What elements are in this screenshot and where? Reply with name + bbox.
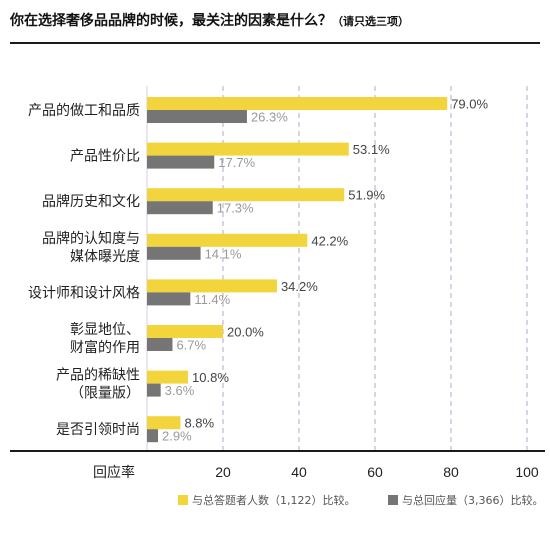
bar-respondents bbox=[147, 142, 349, 156]
bar-responses bbox=[147, 429, 159, 443]
category-labels: 产品的做工和品质产品性价比品牌历史和文化品牌的认知度与媒体曝光度设计师和设计风格… bbox=[28, 103, 140, 438]
value-label: 2.9% bbox=[162, 429, 192, 444]
value-label: 17.7% bbox=[218, 155, 255, 170]
value-label: 6.7% bbox=[176, 338, 206, 353]
value-labels: 79.0% 26.3% 53.1% 17.7% 51.9% 17.3% 42.2% 14.1%… bbox=[162, 97, 488, 444]
bar-responses bbox=[147, 201, 213, 215]
x-tick-label: 20 bbox=[215, 464, 231, 480]
legend-swatch-respondents bbox=[178, 495, 188, 505]
value-label: 51.9% bbox=[348, 188, 385, 203]
bar-respondents bbox=[147, 97, 448, 110]
category-label: 是否引领时尚 bbox=[56, 422, 140, 438]
bars bbox=[147, 97, 448, 443]
legend: 与总答题者人数（1,122）比较。 与总回应量（3,366）比较。 bbox=[178, 493, 544, 507]
value-label: 42.2% bbox=[311, 233, 348, 248]
value-label: 17.3% bbox=[217, 201, 254, 216]
bar-respondents bbox=[147, 279, 277, 293]
category-label: 产品的稀缺性 bbox=[56, 368, 140, 384]
chart-title-main: 你在选择奢侈品品牌的时候，最关注的因素是什么？ bbox=[10, 13, 332, 29]
category-label: 财富的作用 bbox=[70, 339, 140, 356]
value-label: 3.6% bbox=[165, 383, 195, 398]
chart-title-note: （请只选三项） bbox=[332, 15, 409, 28]
value-label: 10.8% bbox=[192, 370, 229, 385]
legend-label: 与总回应量（3,366）比较。 bbox=[402, 493, 544, 507]
value-label: 8.8% bbox=[184, 416, 214, 431]
chart-title: 你在选择奢侈品品牌的时候，最关注的因素是什么？（请只选三项） bbox=[10, 10, 540, 30]
x-tick-label: 40 bbox=[291, 464, 307, 480]
value-label: 53.1% bbox=[353, 142, 390, 157]
value-label: 79.0% bbox=[451, 97, 488, 112]
bar-respondents bbox=[147, 233, 308, 247]
value-label: 11.4% bbox=[194, 292, 230, 307]
value-label: 34.2% bbox=[281, 279, 318, 294]
bar-respondents bbox=[147, 325, 223, 338]
x-tick-label: 80 bbox=[443, 464, 459, 480]
bar-responses bbox=[147, 155, 215, 169]
value-label: 14.1% bbox=[205, 246, 242, 261]
category-label: 品牌历史和文化 bbox=[42, 193, 140, 210]
x-axis-label: 回应率 bbox=[93, 464, 135, 481]
grid-lines bbox=[146, 86, 528, 451]
category-label: 产品性价比 bbox=[70, 149, 140, 165]
legend-swatch-responses bbox=[388, 495, 398, 505]
bar-responses bbox=[147, 292, 191, 306]
category-label: （限量版） bbox=[70, 386, 140, 402]
category-label: 彰显地位、 bbox=[70, 321, 140, 338]
bar-respondents bbox=[147, 370, 189, 384]
bar-responses bbox=[147, 338, 173, 351]
x-tick-label: 60 bbox=[367, 464, 383, 480]
category-label: 媒体曝光度 bbox=[70, 249, 140, 265]
category-label: 设计师和设计风格 bbox=[28, 285, 140, 301]
bar-responses bbox=[147, 246, 201, 260]
category-label: 品牌的认知度与 bbox=[42, 230, 140, 247]
value-label: 26.3% bbox=[251, 110, 288, 125]
legend-label: 与总答题者人数（1,122）比较。 bbox=[192, 493, 356, 507]
bar-responses bbox=[147, 110, 247, 123]
bar-respondents bbox=[147, 188, 345, 202]
title-divider bbox=[10, 42, 540, 44]
x-axis: 回应率 20 40 60 80 100 bbox=[10, 450, 545, 481]
bar-responses bbox=[147, 383, 161, 397]
value-label: 20.0% bbox=[227, 325, 264, 340]
category-label: 产品的做工和品质 bbox=[28, 103, 140, 119]
bar-respondents bbox=[147, 416, 181, 430]
x-tick-label: 100 bbox=[515, 464, 539, 480]
